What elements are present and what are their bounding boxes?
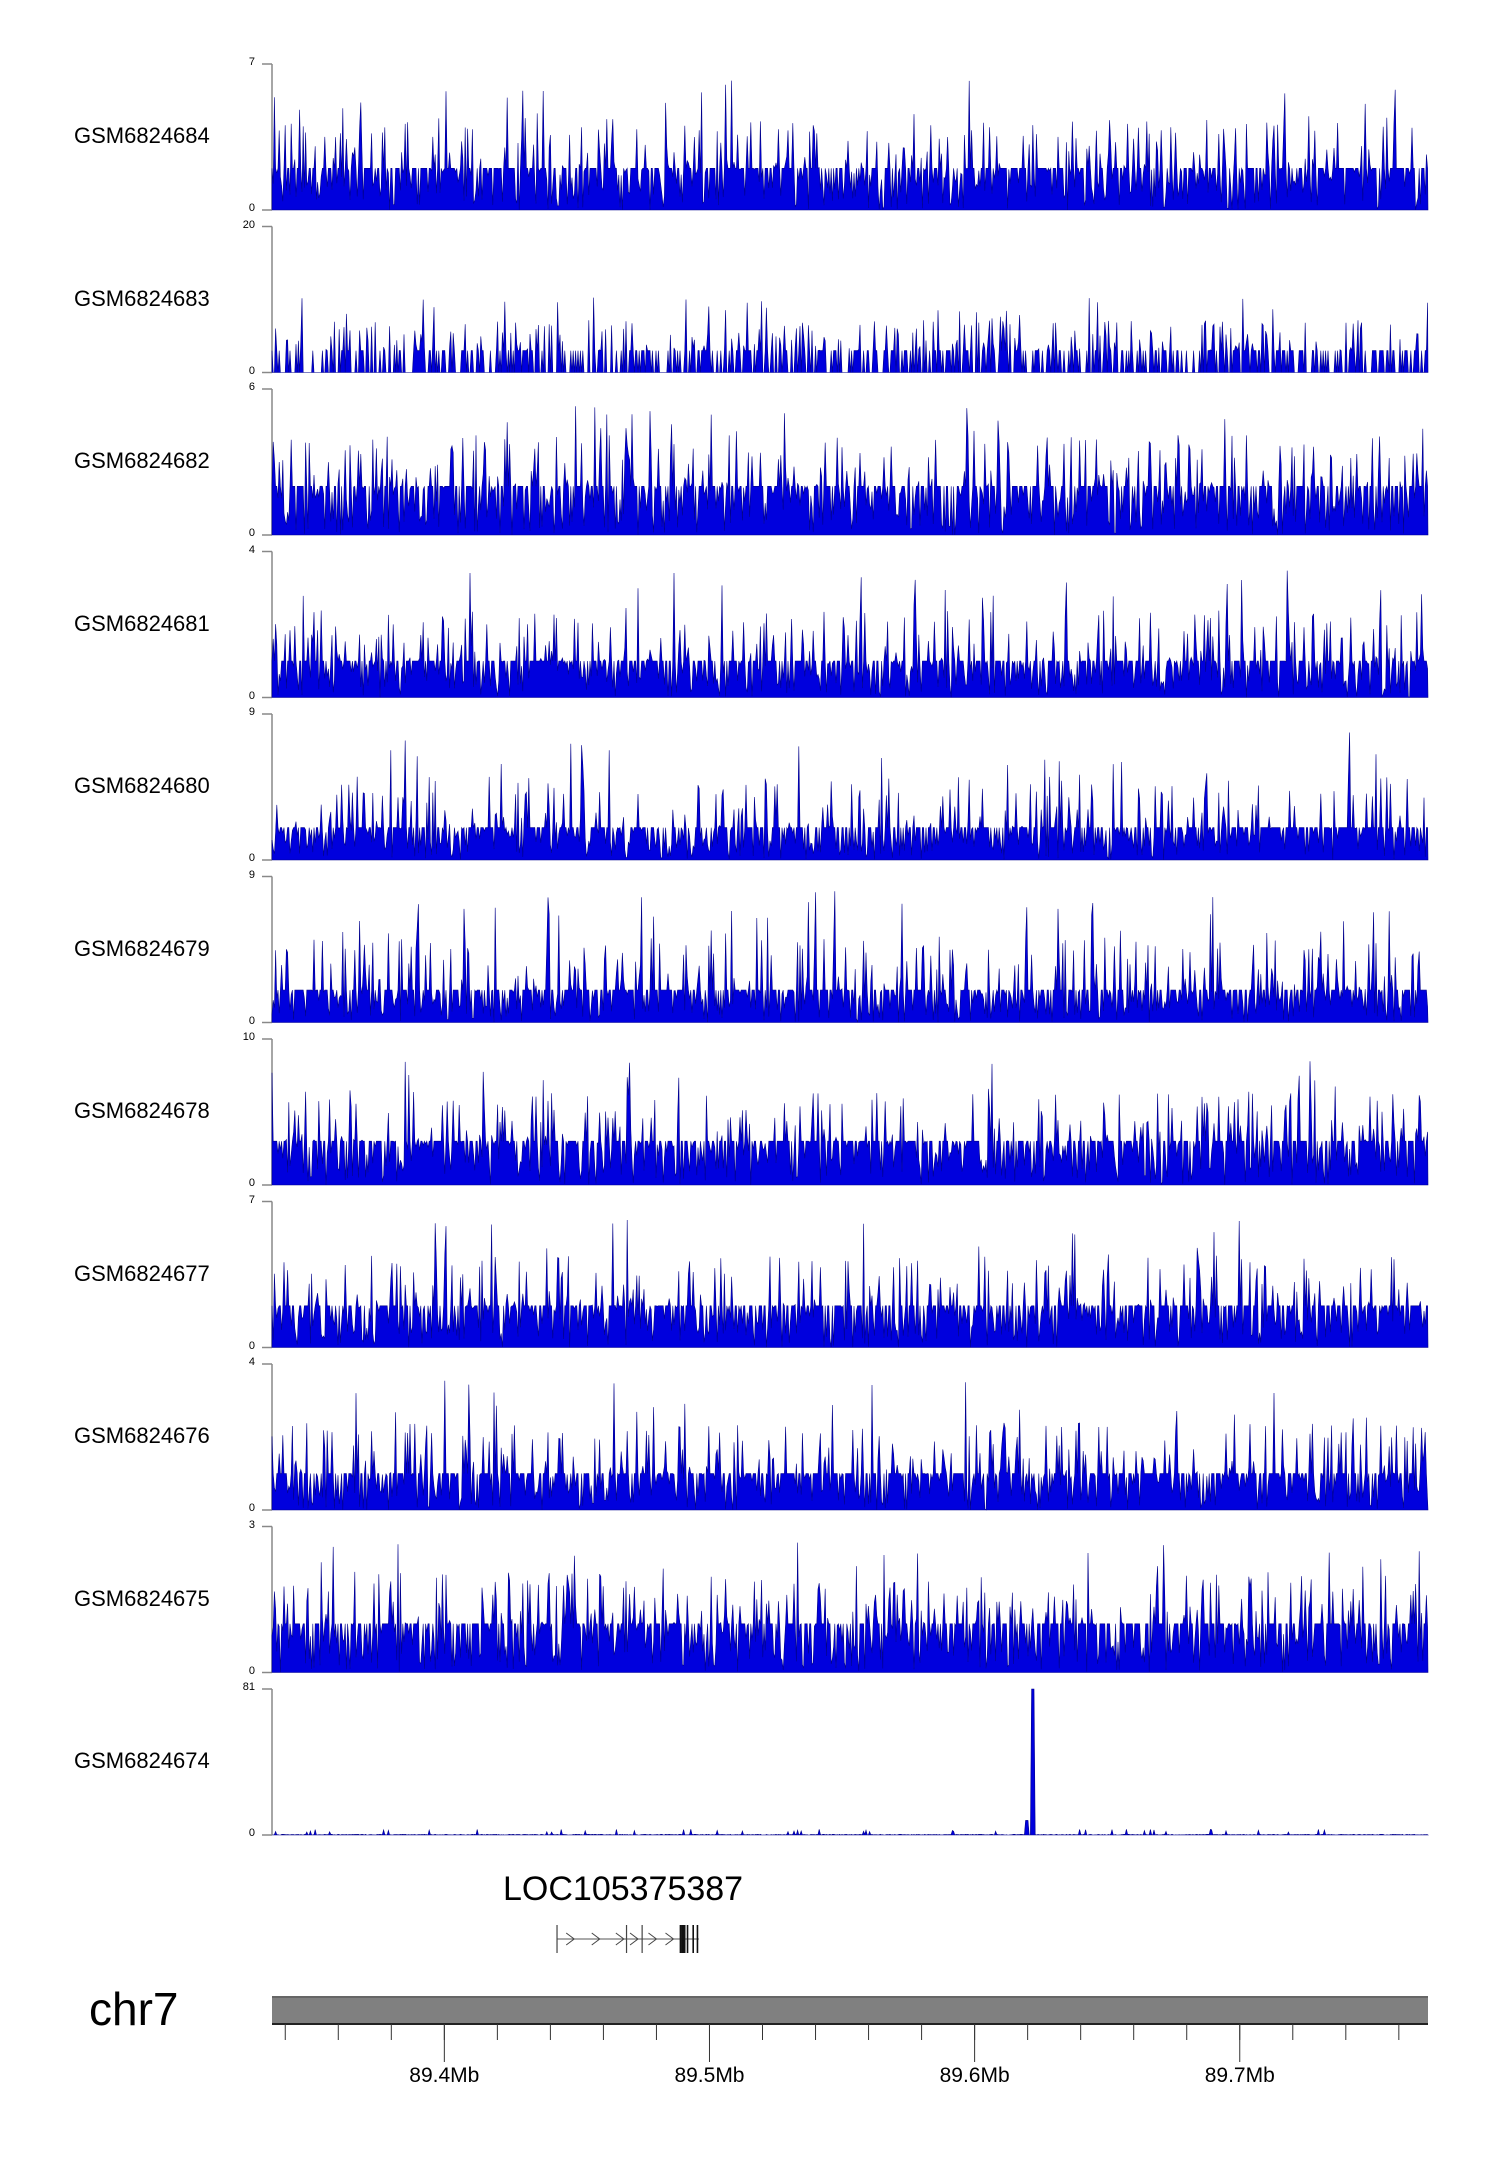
y-tick-label-zero: 0 <box>248 1014 255 1027</box>
signal-area-GSM6824677 <box>271 1219 1429 1348</box>
y-tick-label-max: 20 <box>242 218 255 231</box>
y-tick-label-max: 4 <box>248 1356 255 1368</box>
track-label: GSM6824679 <box>74 935 210 961</box>
y-tick-label-zero: 0 <box>248 1827 255 1839</box>
chromosome-bar <box>272 1996 1428 2024</box>
y-tick-label-max: 4 <box>248 543 255 556</box>
track-label: GSM6824677 <box>74 1260 210 1286</box>
signal-area-GSM6824674 <box>272 1688 1429 1836</box>
signal-area-GSM6824679 <box>271 891 1429 1023</box>
y-tick-label-zero: 0 <box>248 1339 255 1352</box>
y-tick-label-max: 7 <box>248 56 255 68</box>
y-tick-label-zero: 0 <box>248 527 255 539</box>
track-label: GSM6824681 <box>74 610 210 636</box>
track-label: GSM6824684 <box>74 123 210 148</box>
y-tick-label-zero: 0 <box>248 689 255 702</box>
strand-arrow <box>665 1932 675 1946</box>
y-tick-label-max: 9 <box>248 868 255 881</box>
y-tick-label-zero: 0 <box>248 1177 255 1189</box>
x-tick-label: 89.7Mb <box>1204 2064 1275 2087</box>
chromosome-label: chr7 <box>89 1983 179 2035</box>
strand-arrow <box>615 1932 625 1946</box>
y-tick-label-zero: 0 <box>248 1502 255 1514</box>
gene-label: LOC105375387 <box>503 1870 744 1908</box>
y-tick-label-max: 81 <box>242 1681 255 1693</box>
y-tick-label-zero: 0 <box>248 364 255 377</box>
y-tick-label-max: 7 <box>248 1193 255 1206</box>
y-tick-label-zero: 0 <box>248 202 255 214</box>
x-tick-label: 89.5Mb <box>674 2064 745 2087</box>
signal-area-GSM6824675 <box>271 1542 1429 1673</box>
signal-area-GSM6824683 <box>271 297 1429 373</box>
track-label: GSM6824676 <box>74 1423 210 1448</box>
y-tick-label-max: 6 <box>248 381 255 393</box>
signal-area-GSM6824678 <box>271 1061 1429 1186</box>
signal-area-GSM6824676 <box>271 1380 1429 1511</box>
strand-arrow <box>648 1932 658 1946</box>
x-tick-label: 89.4Mb <box>409 2064 480 2087</box>
y-tick-label-zero: 0 <box>248 1664 255 1677</box>
y-tick-label-max: 9 <box>248 706 255 718</box>
track-label: GSM6824683 <box>74 285 210 311</box>
y-tick-label-zero: 0 <box>248 852 255 864</box>
track-label: GSM6824674 <box>74 1748 210 1773</box>
y-tick-label-max: 10 <box>242 1031 255 1043</box>
track-label: GSM6824682 <box>74 448 210 473</box>
track-label: GSM6824678 <box>74 1098 210 1123</box>
signal-area-GSM6824680 <box>271 732 1429 861</box>
track-label: GSM6824675 <box>74 1585 210 1611</box>
strand-arrow <box>591 1932 601 1946</box>
y-tick-label-max: 3 <box>248 1518 255 1531</box>
strand-arrow <box>565 1932 576 1946</box>
signal-area-GSM6824681 <box>271 570 1429 698</box>
track-label: GSM6824680 <box>74 773 210 798</box>
x-tick-label: 89.6Mb <box>939 2064 1010 2087</box>
signal-area-GSM6824684 <box>271 80 1429 211</box>
strand-arrow <box>629 1932 639 1946</box>
signal-area-GSM6824682 <box>271 406 1429 536</box>
